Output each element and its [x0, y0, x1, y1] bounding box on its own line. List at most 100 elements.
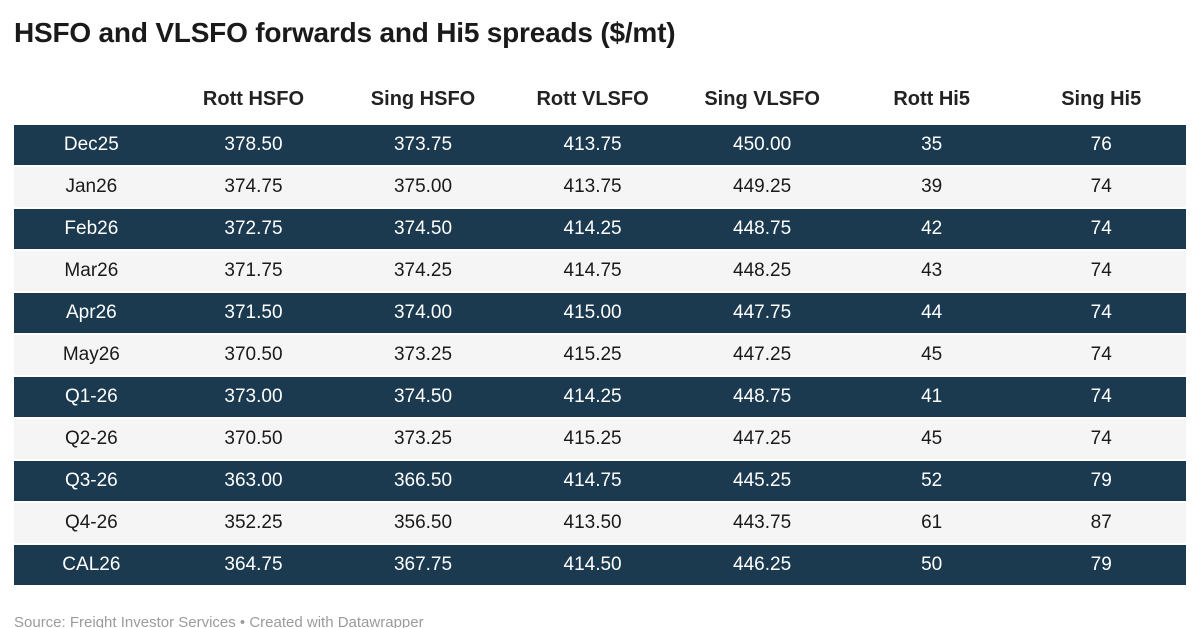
value-cell: 447.75: [677, 292, 847, 335]
value-cell: 61: [846, 502, 1017, 545]
period-cell: CAL26: [14, 544, 169, 587]
value-cell: 447.25: [677, 334, 847, 377]
value-cell: 39: [846, 166, 1017, 209]
period-cell: Apr26: [14, 292, 169, 335]
table-row: Q2-26 370.50 373.25 415.25 447.25 45 74: [14, 418, 1186, 461]
source-attribution: Source: Freight Investor Services • Crea…: [14, 614, 424, 628]
value-cell: 414.75: [507, 460, 678, 503]
datawrapper-chart-page: HSFO and VLSFO forwards and Hi5 spreads …: [0, 16, 1200, 628]
period-cell: Feb26: [14, 208, 169, 251]
value-cell: 373.25: [338, 418, 508, 461]
value-cell: 356.50: [338, 502, 508, 545]
column-header-sing-hsfo: Sing HSFO: [370, 88, 476, 110]
value-cell: 74: [1016, 334, 1186, 377]
value-cell: 352.25: [168, 502, 339, 545]
value-cell: 414.25: [507, 208, 678, 251]
value-cell: 366.50: [338, 460, 508, 503]
column-header-period: [14, 88, 169, 125]
value-cell: 42: [846, 208, 1017, 251]
value-cell: 74: [1016, 166, 1186, 209]
value-cell: 413.75: [507, 166, 678, 209]
column-header-rott-hi5: Rott Hi5: [893, 88, 970, 110]
value-cell: 378.50: [168, 125, 339, 167]
value-cell: 414.75: [507, 250, 678, 293]
value-cell: 371.50: [168, 292, 339, 335]
value-cell: 415.25: [507, 334, 678, 377]
column-header-rott-vlsfo: Rott VLSFO: [536, 88, 649, 110]
column-header-sing-vlsfo: Sing VLSFO: [704, 88, 820, 110]
value-cell: 74: [1016, 418, 1186, 461]
value-cell: 374.75: [168, 166, 339, 209]
value-cell: 87: [1016, 502, 1186, 545]
value-cell: 373.25: [338, 334, 508, 377]
table-row: Apr26 371.50 374.00 415.00 447.75 44 74: [14, 292, 1186, 335]
period-cell: Q4-26: [14, 502, 169, 545]
table-row: Mar26 371.75 374.25 414.75 448.25 43 74: [14, 250, 1186, 293]
value-cell: 447.25: [677, 418, 847, 461]
value-cell: 443.75: [677, 502, 847, 545]
value-cell: 74: [1016, 376, 1186, 419]
value-cell: 374.25: [338, 250, 508, 293]
table-row: May26 370.50 373.25 415.25 447.25 45 74: [14, 334, 1186, 377]
period-cell: Q3-26: [14, 460, 169, 503]
table-row: CAL26 364.75 367.75 414.50 446.25 50 79: [14, 544, 1186, 587]
value-cell: 371.75: [168, 250, 339, 293]
value-cell: 375.00: [338, 166, 508, 209]
value-cell: 35: [846, 125, 1017, 167]
value-cell: 79: [1016, 460, 1186, 503]
value-cell: 50: [846, 544, 1017, 587]
value-cell: 76: [1016, 125, 1186, 167]
page-title: HSFO and VLSFO forwards and Hi5 spreads …: [14, 17, 676, 48]
value-cell: 374.50: [338, 208, 508, 251]
value-cell: 449.25: [677, 166, 847, 209]
value-cell: 373.75: [338, 125, 508, 167]
value-cell: 413.50: [507, 502, 678, 545]
value-cell: 43: [846, 250, 1017, 293]
value-cell: 448.75: [677, 376, 847, 419]
column-header-sing-hi5: Sing Hi5: [1061, 88, 1142, 110]
value-cell: 45: [846, 334, 1017, 377]
value-cell: 374.00: [338, 292, 508, 335]
value-cell: 74: [1016, 250, 1186, 293]
value-cell: 367.75: [338, 544, 508, 587]
value-cell: 372.75: [168, 208, 339, 251]
period-cell: Mar26: [14, 250, 169, 293]
period-cell: May26: [14, 334, 169, 377]
value-cell: 370.50: [168, 418, 339, 461]
table-row: Dec25 378.50 373.75 413.75 450.00 35 76: [14, 125, 1186, 167]
value-cell: 415.25: [507, 418, 678, 461]
value-cell: 364.75: [168, 544, 339, 587]
value-cell: 413.75: [507, 125, 678, 167]
value-cell: 363.00: [168, 460, 339, 503]
table-row: Q4-26 352.25 356.50 413.50 443.75 61 87: [14, 502, 1186, 545]
period-cell: Dec25: [14, 125, 169, 167]
value-cell: 448.25: [677, 250, 847, 293]
value-cell: 45: [846, 418, 1017, 461]
value-cell: 448.75: [677, 208, 847, 251]
value-cell: 79: [1016, 544, 1186, 587]
value-cell: 41: [846, 376, 1017, 419]
value-cell: 414.50: [507, 544, 678, 587]
value-cell: 370.50: [168, 334, 339, 377]
value-cell: 373.00: [168, 376, 339, 419]
value-cell: 445.25: [677, 460, 847, 503]
period-cell: Q1-26: [14, 376, 169, 419]
value-cell: 44: [846, 292, 1017, 335]
value-cell: 414.25: [507, 376, 678, 419]
table-row: Jan26 374.75 375.00 413.75 449.25 39 74: [14, 166, 1186, 209]
header-row: Rott HSFO Sing HSFO Rott VLSFO Sing VLSF…: [14, 88, 1186, 125]
period-cell: Q2-26: [14, 418, 169, 461]
forwards-table: Rott HSFO Sing HSFO Rott VLSFO Sing VLSF…: [14, 88, 1186, 587]
value-cell: 74: [1016, 208, 1186, 251]
value-cell: 415.00: [507, 292, 678, 335]
value-cell: 74: [1016, 292, 1186, 335]
value-cell: 374.50: [338, 376, 508, 419]
table-row: Feb26 372.75 374.50 414.25 448.75 42 74: [14, 208, 1186, 251]
period-cell: Jan26: [14, 166, 169, 209]
table-row: Q1-26 373.00 374.50 414.25 448.75 41 74: [14, 376, 1186, 419]
value-cell: 450.00: [677, 125, 847, 167]
column-header-rott-hsfo: Rott HSFO: [202, 88, 305, 110]
value-cell: 446.25: [677, 544, 847, 587]
table-row: Q3-26 363.00 366.50 414.75 445.25 52 79: [14, 460, 1186, 503]
value-cell: 52: [846, 460, 1017, 503]
